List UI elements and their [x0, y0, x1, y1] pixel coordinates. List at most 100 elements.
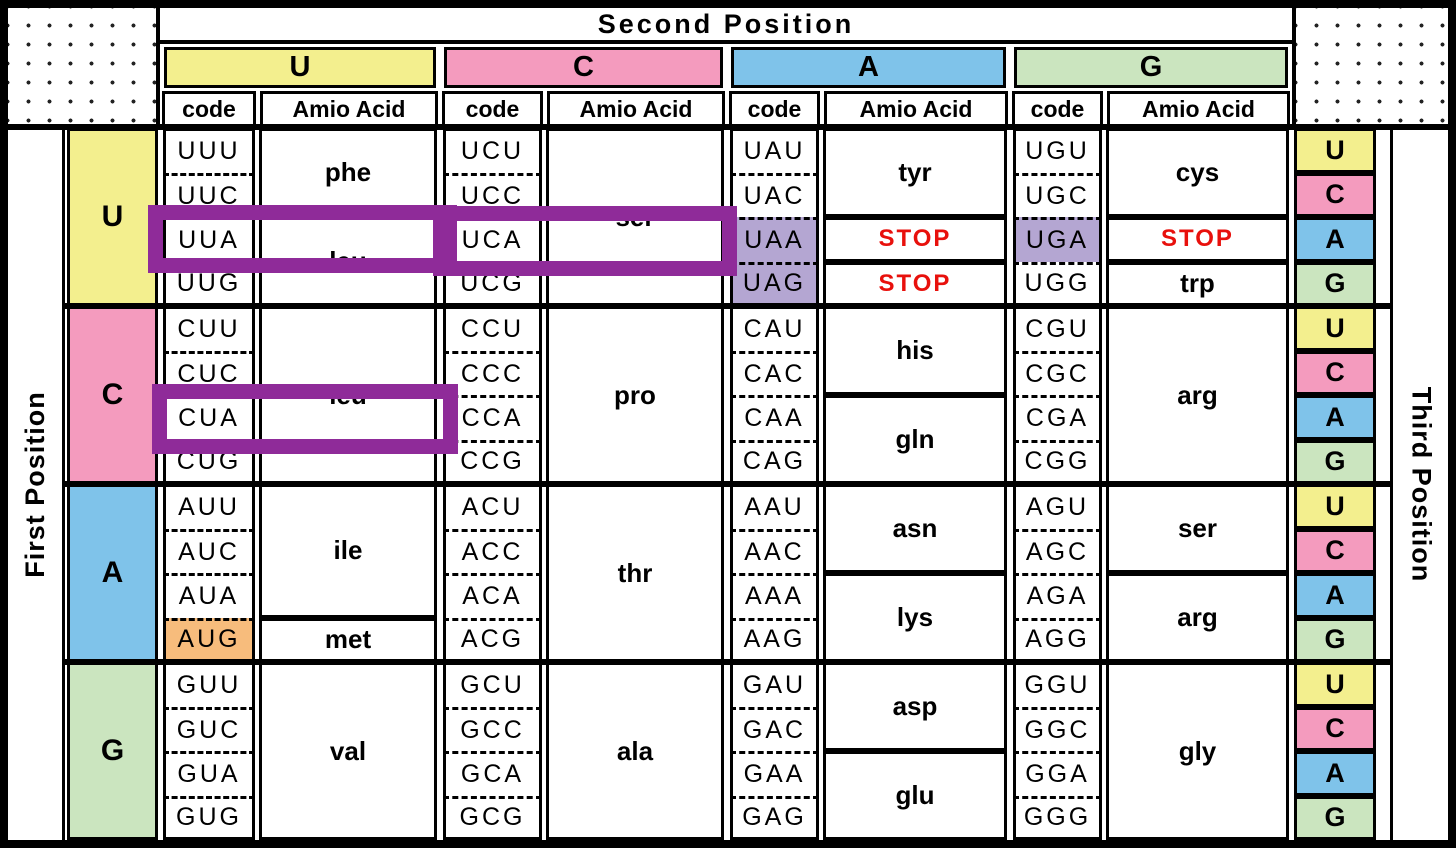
first-position-axis: First Position: [8, 128, 65, 840]
amino-acid-cell-cys: cys: [1106, 128, 1289, 217]
amino-acid-cell-tyr: tyr: [823, 128, 1007, 217]
amino-acid-cell-ser: ser: [1106, 484, 1289, 573]
codon-cell-AUC: AUC: [163, 528, 255, 573]
codon-cell-AAU: AAU: [730, 484, 819, 529]
codon-cell-ACA: ACA: [443, 573, 542, 618]
third-position-cell-G: G: [1294, 795, 1376, 840]
codon-cell-AAG: AAG: [730, 617, 819, 662]
codon-cell-CGU: CGU: [1013, 306, 1102, 351]
codon-cell-CGA: CGA: [1013, 395, 1102, 440]
highlight-box-uca-ser: [433, 206, 737, 276]
first-position-cell-A: A: [67, 484, 158, 662]
codon-cell-CCU: CCU: [443, 306, 542, 351]
third-position-cell-G: G: [1294, 261, 1376, 306]
amino-acid-cell-thr: thr: [546, 484, 724, 662]
codon-cell-AGU: AGU: [1013, 484, 1102, 529]
amino-acid-cell-trp: trp: [1106, 261, 1289, 306]
amino-acid-cell-stop: STOP: [1106, 217, 1289, 262]
code-header-C: code: [442, 91, 543, 128]
codon-cell-GAC: GAC: [730, 706, 819, 751]
codon-cell-CCG: CCG: [443, 439, 542, 484]
dotted-corner-top-right: [1292, 8, 1448, 128]
amino-acid-cell-stop: STOP: [823, 217, 1007, 262]
codon-cell-GCC: GCC: [443, 706, 542, 751]
codon-cell-AAC: AAC: [730, 528, 819, 573]
third-position-cell-A: A: [1294, 217, 1376, 262]
second-position-band-U: U: [164, 47, 436, 88]
codon-cell-GAA: GAA: [730, 751, 819, 796]
codon-cell-UGA: UGA: [1013, 217, 1102, 262]
codon-cell-AGG: AGG: [1013, 617, 1102, 662]
amino-acid-cell-ile: ile: [259, 484, 437, 618]
codon-cell-ACG: ACG: [443, 617, 542, 662]
amino-acid-header-C: Amio Acid: [547, 91, 725, 128]
codon-cell-CGC: CGC: [1013, 350, 1102, 395]
third-position-cell-U: U: [1294, 306, 1376, 351]
amino-acid-cell-val: val: [259, 662, 437, 840]
highlight-box-cua-leu: [152, 384, 458, 454]
codon-cell-GGA: GGA: [1013, 751, 1102, 796]
third-position-cell-A: A: [1294, 573, 1376, 618]
codon-cell-CGG: CGG: [1013, 439, 1102, 484]
codon-cell-AUU: AUU: [163, 484, 255, 529]
codon-cell-ACU: ACU: [443, 484, 542, 529]
amino-acid-cell-met: met: [259, 617, 437, 662]
codon-cell-GGC: GGC: [1013, 706, 1102, 751]
third-position-cell-C: C: [1294, 528, 1376, 573]
codon-cell-CAU: CAU: [730, 306, 819, 351]
codon-cell-GGU: GGU: [1013, 662, 1102, 707]
codon-cell-UCC: UCC: [443, 172, 542, 217]
third-position-cell-U: U: [1294, 662, 1376, 707]
codon-cell-GUA: GUA: [163, 751, 255, 796]
codon-cell-UAU: UAU: [730, 128, 819, 173]
group-divider-line-3: [65, 659, 1390, 665]
code-header-U: code: [162, 91, 256, 128]
third-position-cell-U: U: [1294, 484, 1376, 529]
code-header-A: code: [729, 91, 820, 128]
amino-acid-cell-pro: pro: [546, 306, 724, 484]
codon-cell-CAG: CAG: [730, 439, 819, 484]
second-position-band-G: G: [1014, 47, 1288, 88]
codon-cell-GAG: GAG: [730, 795, 819, 840]
codon-cell-UCU: UCU: [443, 128, 542, 173]
codon-cell-UAG: UAG: [730, 261, 819, 306]
second-position-title: Second Position: [160, 8, 1292, 44]
codon-cell-UGU: UGU: [1013, 128, 1102, 173]
third-position-cell-A: A: [1294, 395, 1376, 440]
codon-cell-AUA: AUA: [163, 573, 255, 618]
codon-cell-GGG: GGG: [1013, 795, 1102, 840]
third-position-cell-C: C: [1294, 350, 1376, 395]
codon-cell-GUG: GUG: [163, 795, 255, 840]
third-position-cell-G: G: [1294, 439, 1376, 484]
first-position-cell-G: G: [67, 662, 158, 840]
codon-cell-CCC: CCC: [443, 350, 542, 395]
code-header-G: code: [1012, 91, 1103, 128]
codon-cell-UUU: UUU: [163, 128, 255, 173]
amino-acid-cell-arg: arg: [1106, 573, 1289, 662]
amino-acid-cell-ala: ala: [546, 662, 724, 840]
codon-cell-CUC: CUC: [163, 350, 255, 395]
second-position-band-A: A: [731, 47, 1006, 88]
amino-acid-header-G: Amio Acid: [1107, 91, 1290, 128]
codon-cell-CCA: CCA: [443, 395, 542, 440]
codon-cell-AUG: AUG: [163, 617, 255, 662]
amino-acid-header-A: Amio Acid: [824, 91, 1008, 128]
amino-acid-cell-lys: lys: [823, 573, 1007, 662]
codon-cell-UAA: UAA: [730, 217, 819, 262]
codon-cell-AAA: AAA: [730, 573, 819, 618]
group-divider-line-1: [65, 303, 1390, 309]
group-divider-line-2: [65, 481, 1390, 487]
codon-cell-GCU: GCU: [443, 662, 542, 707]
amino-acid-cell-stop: STOP: [823, 261, 1007, 306]
codon-cell-AGA: AGA: [1013, 573, 1102, 618]
second-position-band-C: C: [444, 47, 723, 88]
codon-cell-GAU: GAU: [730, 662, 819, 707]
codon-cell-UGG: UGG: [1013, 261, 1102, 306]
amino-acid-cell-glu: glu: [823, 751, 1007, 840]
highlight-box-uua-leu: [148, 205, 457, 273]
codon-cell-UGC: UGC: [1013, 172, 1102, 217]
header-divider-line: [8, 124, 1448, 130]
amino-acid-cell-gly: gly: [1106, 662, 1289, 840]
third-position-cell-C: C: [1294, 172, 1376, 217]
